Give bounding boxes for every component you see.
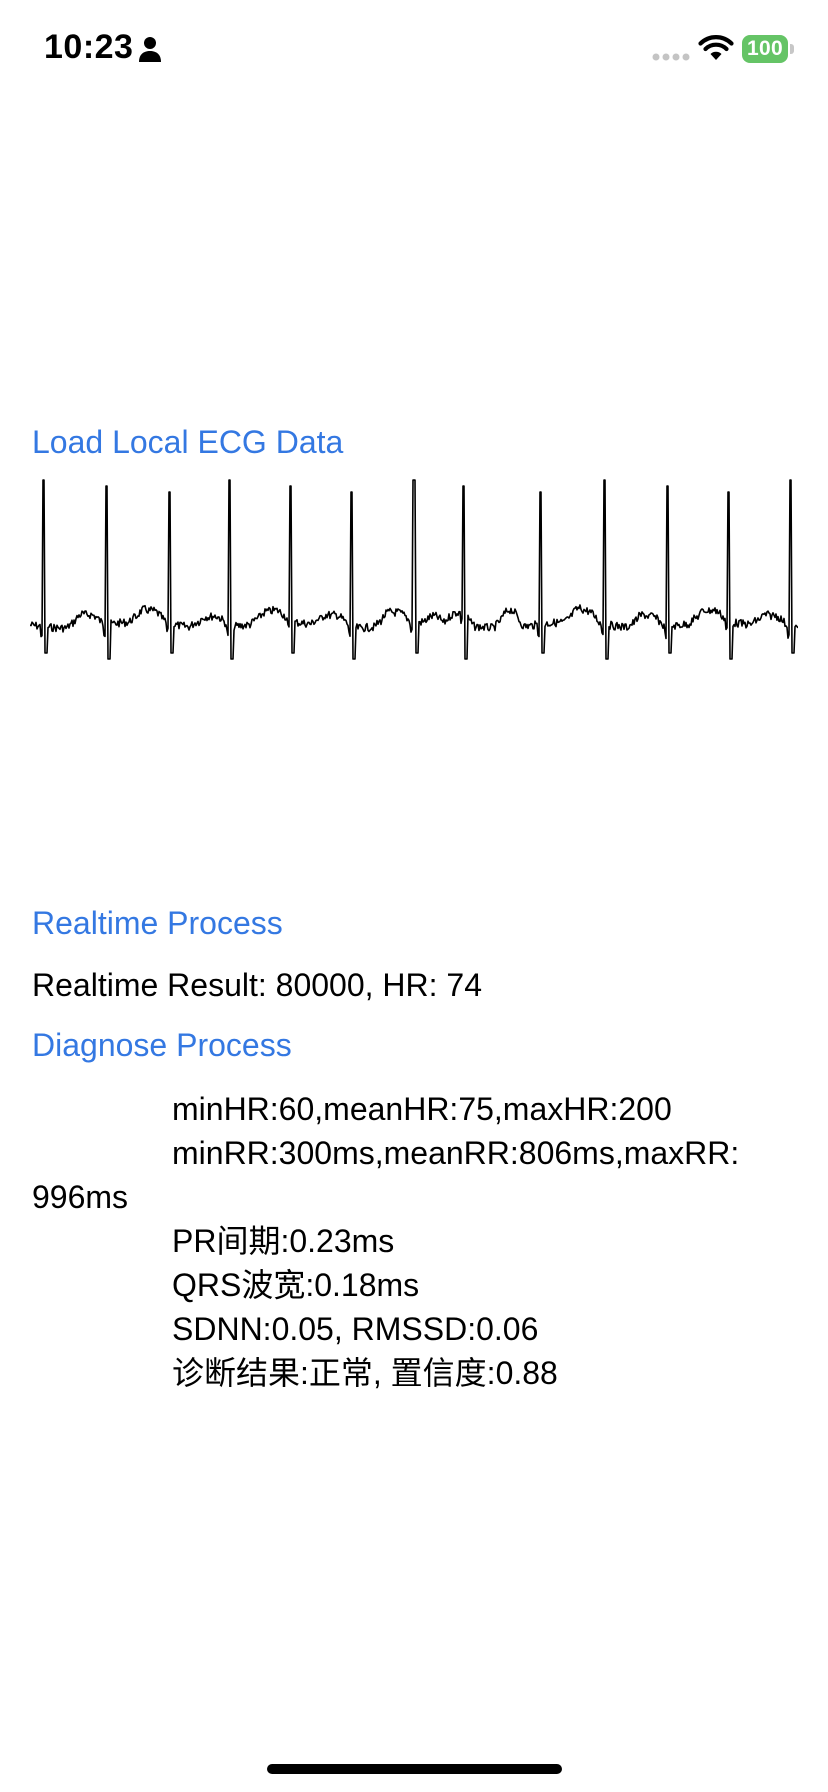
realtime-result-label: Realtime Result: — [32, 967, 276, 1003]
realtime-process-button[interactable]: Realtime Process — [32, 905, 283, 941]
diagnose-process-button[interactable]: Diagnose Process — [32, 1027, 292, 1063]
battery-icon: 100 — [742, 35, 788, 63]
diagnosis-conclusion-line: 诊断结果:正常, 置信度:0.88 — [172, 1355, 558, 1391]
diagnosis-rr-line-continued: 996ms — [32, 1179, 129, 1215]
diagnosis-qrs-line: QRS波宽:0.18ms — [172, 1267, 420, 1303]
realtime-result-text: Realtime Result: 80000, HR: 74 — [32, 967, 482, 1004]
realtime-hr-value: 74 — [446, 967, 482, 1003]
status-time: 10:23 — [44, 28, 134, 66]
diagnosis-pr-line: PR间期:0.23ms — [172, 1223, 395, 1259]
cellular-signal-icon — [652, 53, 690, 61]
diagnosis-result-text: minHR:60,meanHR:75,maxHR:200 minRR:300ms… — [32, 1087, 782, 1395]
person-icon — [139, 37, 161, 62]
home-indicator[interactable] — [267, 1764, 562, 1774]
diagnosis-hrv-line: SDNN:0.05, RMSSD:0.06 — [172, 1311, 539, 1347]
status-bar: 10:23 100 — [0, 0, 828, 100]
ecg-waveform-chart — [30, 479, 798, 660]
realtime-hr-label: , HR: — [364, 967, 447, 1003]
realtime-result-value: 80000 — [275, 967, 365, 1003]
load-local-ecg-button[interactable]: Load Local ECG Data — [32, 424, 344, 460]
diagnosis-hr-line: minHR:60,meanHR:75,maxHR:200 — [172, 1091, 672, 1127]
battery-cap — [790, 44, 794, 54]
ecg-trace-line — [30, 479, 798, 660]
wifi-icon — [698, 35, 734, 60]
diagnosis-rr-line: minRR:300ms,meanRR:806ms,maxRR: — [172, 1135, 740, 1171]
